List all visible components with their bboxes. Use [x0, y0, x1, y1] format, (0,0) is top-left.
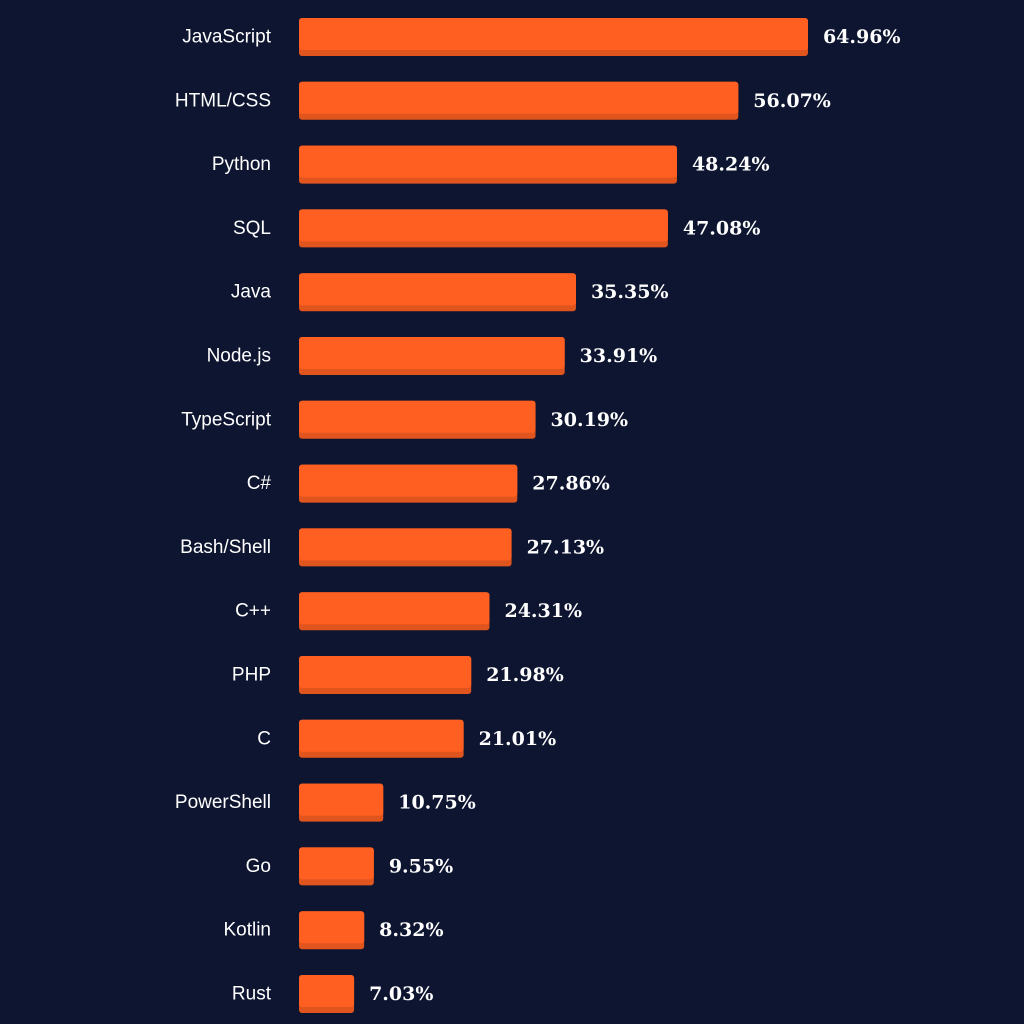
bar: [299, 719, 464, 752]
value-label: 47.08%: [683, 217, 761, 239]
bar-row: HTML/CSS 56.07%: [175, 81, 831, 120]
bar-row: C 21.01%: [257, 719, 557, 758]
bar-row: Bash/Shell 27.13%: [180, 528, 605, 567]
category-label: TypeScript: [181, 409, 271, 430]
bar-row: TypeScript 30.19%: [181, 400, 629, 439]
category-label: Java: [231, 282, 272, 303]
bar: [299, 273, 576, 306]
bar: [299, 18, 808, 50]
category-label: PHP: [232, 665, 271, 686]
bar: [299, 400, 536, 433]
bar-row: PHP 21.98%: [232, 656, 564, 694]
bar-row: Python 48.24%: [212, 145, 770, 184]
category-label: C++: [235, 601, 271, 622]
value-label: 21.98%: [486, 664, 564, 686]
bar-row: JavaScript 64.96%: [182, 18, 901, 56]
category-label: C: [257, 728, 271, 749]
bar-row: PowerShell 10.75%: [175, 783, 476, 822]
category-label: PowerShell: [175, 792, 271, 813]
value-label: 64.96%: [823, 26, 901, 48]
category-label: Python: [212, 154, 271, 175]
bar: [299, 911, 365, 944]
category-label: Rust: [232, 984, 272, 1005]
value-label: 33.91%: [580, 345, 658, 367]
value-label: 21.01%: [479, 728, 557, 750]
bar-row: Go 9.55%: [246, 847, 453, 886]
bar: [299, 528, 512, 561]
bar-row: Java 35.35%: [231, 273, 669, 312]
bar: [299, 209, 668, 242]
value-label: 56.07%: [753, 90, 831, 112]
bar-row: Node.js 33.91%: [207, 337, 658, 375]
category-label: C#: [247, 473, 272, 494]
bar: [299, 464, 518, 497]
value-label: 35.35%: [591, 281, 669, 303]
value-label: 48.24%: [692, 154, 770, 176]
bar-row: SQL 47.08%: [233, 209, 761, 248]
value-label: 24.31%: [504, 600, 582, 622]
bar: [299, 656, 472, 688]
category-label: JavaScript: [182, 27, 271, 48]
category-label: Node.js: [207, 346, 271, 367]
category-label: Go: [246, 856, 271, 877]
bar-row: Kotlin 8.32%: [223, 911, 444, 950]
value-label: 27.86%: [532, 473, 610, 495]
value-label: 10.75%: [398, 792, 476, 814]
bar: [299, 783, 384, 816]
category-label: Bash/Shell: [180, 537, 271, 558]
bar: [299, 847, 374, 880]
bar-row: Rust 7.03%: [232, 975, 433, 1013]
value-label: 8.32%: [379, 919, 443, 941]
value-label: 30.19%: [551, 409, 629, 431]
category-label: Kotlin: [223, 920, 271, 941]
category-label: SQL: [233, 218, 271, 239]
bar: [299, 81, 739, 114]
bar-row: C++ 24.31%: [235, 592, 582, 631]
category-label: HTML/CSS: [175, 90, 271, 111]
bar: [299, 337, 565, 369]
bar-row: C# 27.86%: [247, 464, 610, 503]
bar: [299, 975, 355, 1007]
value-label: 7.03%: [369, 983, 433, 1005]
value-label: 9.55%: [389, 855, 453, 877]
value-label: 27.13%: [527, 536, 605, 558]
bar: [299, 592, 490, 625]
bar: [299, 145, 677, 178]
